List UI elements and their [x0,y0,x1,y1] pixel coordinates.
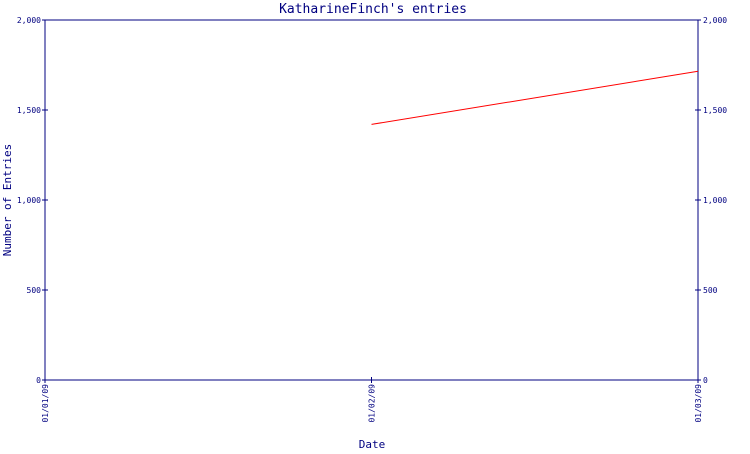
x-tick-label: 01/03/09 [694,384,703,423]
y-tick-label-left: 2,000 [17,16,41,25]
x-tick-label: 01/01/09 [41,384,50,423]
y-tick-label-right: 1,000 [703,196,727,205]
y-tick-label-left: 1,500 [17,106,41,115]
y-tick-label-right: 2,000 [703,16,727,25]
y-tick-label-right: 0 [703,376,708,385]
plot-area: 0 0 500 500 1,000 1,000 1,500 1,500 2,000 2,000 01… [17,16,727,423]
y-tick-label-right: 1,500 [703,106,727,115]
x-tick-label: 01/02/09 [368,384,377,423]
series-line [371,70,699,125]
y-tick-label-right: 500 [703,286,718,295]
chart-title: KatharineFinch's entries [279,2,467,17]
y-axis-title: Number of Entries [1,144,14,257]
y-tick-label-left: 0 [36,376,41,385]
plot-frame [44,19,699,381]
y-tick-label-left: 500 [27,286,42,295]
x-axis-title: Date [359,438,386,450]
y-tick-label-left: 1,000 [17,196,41,205]
